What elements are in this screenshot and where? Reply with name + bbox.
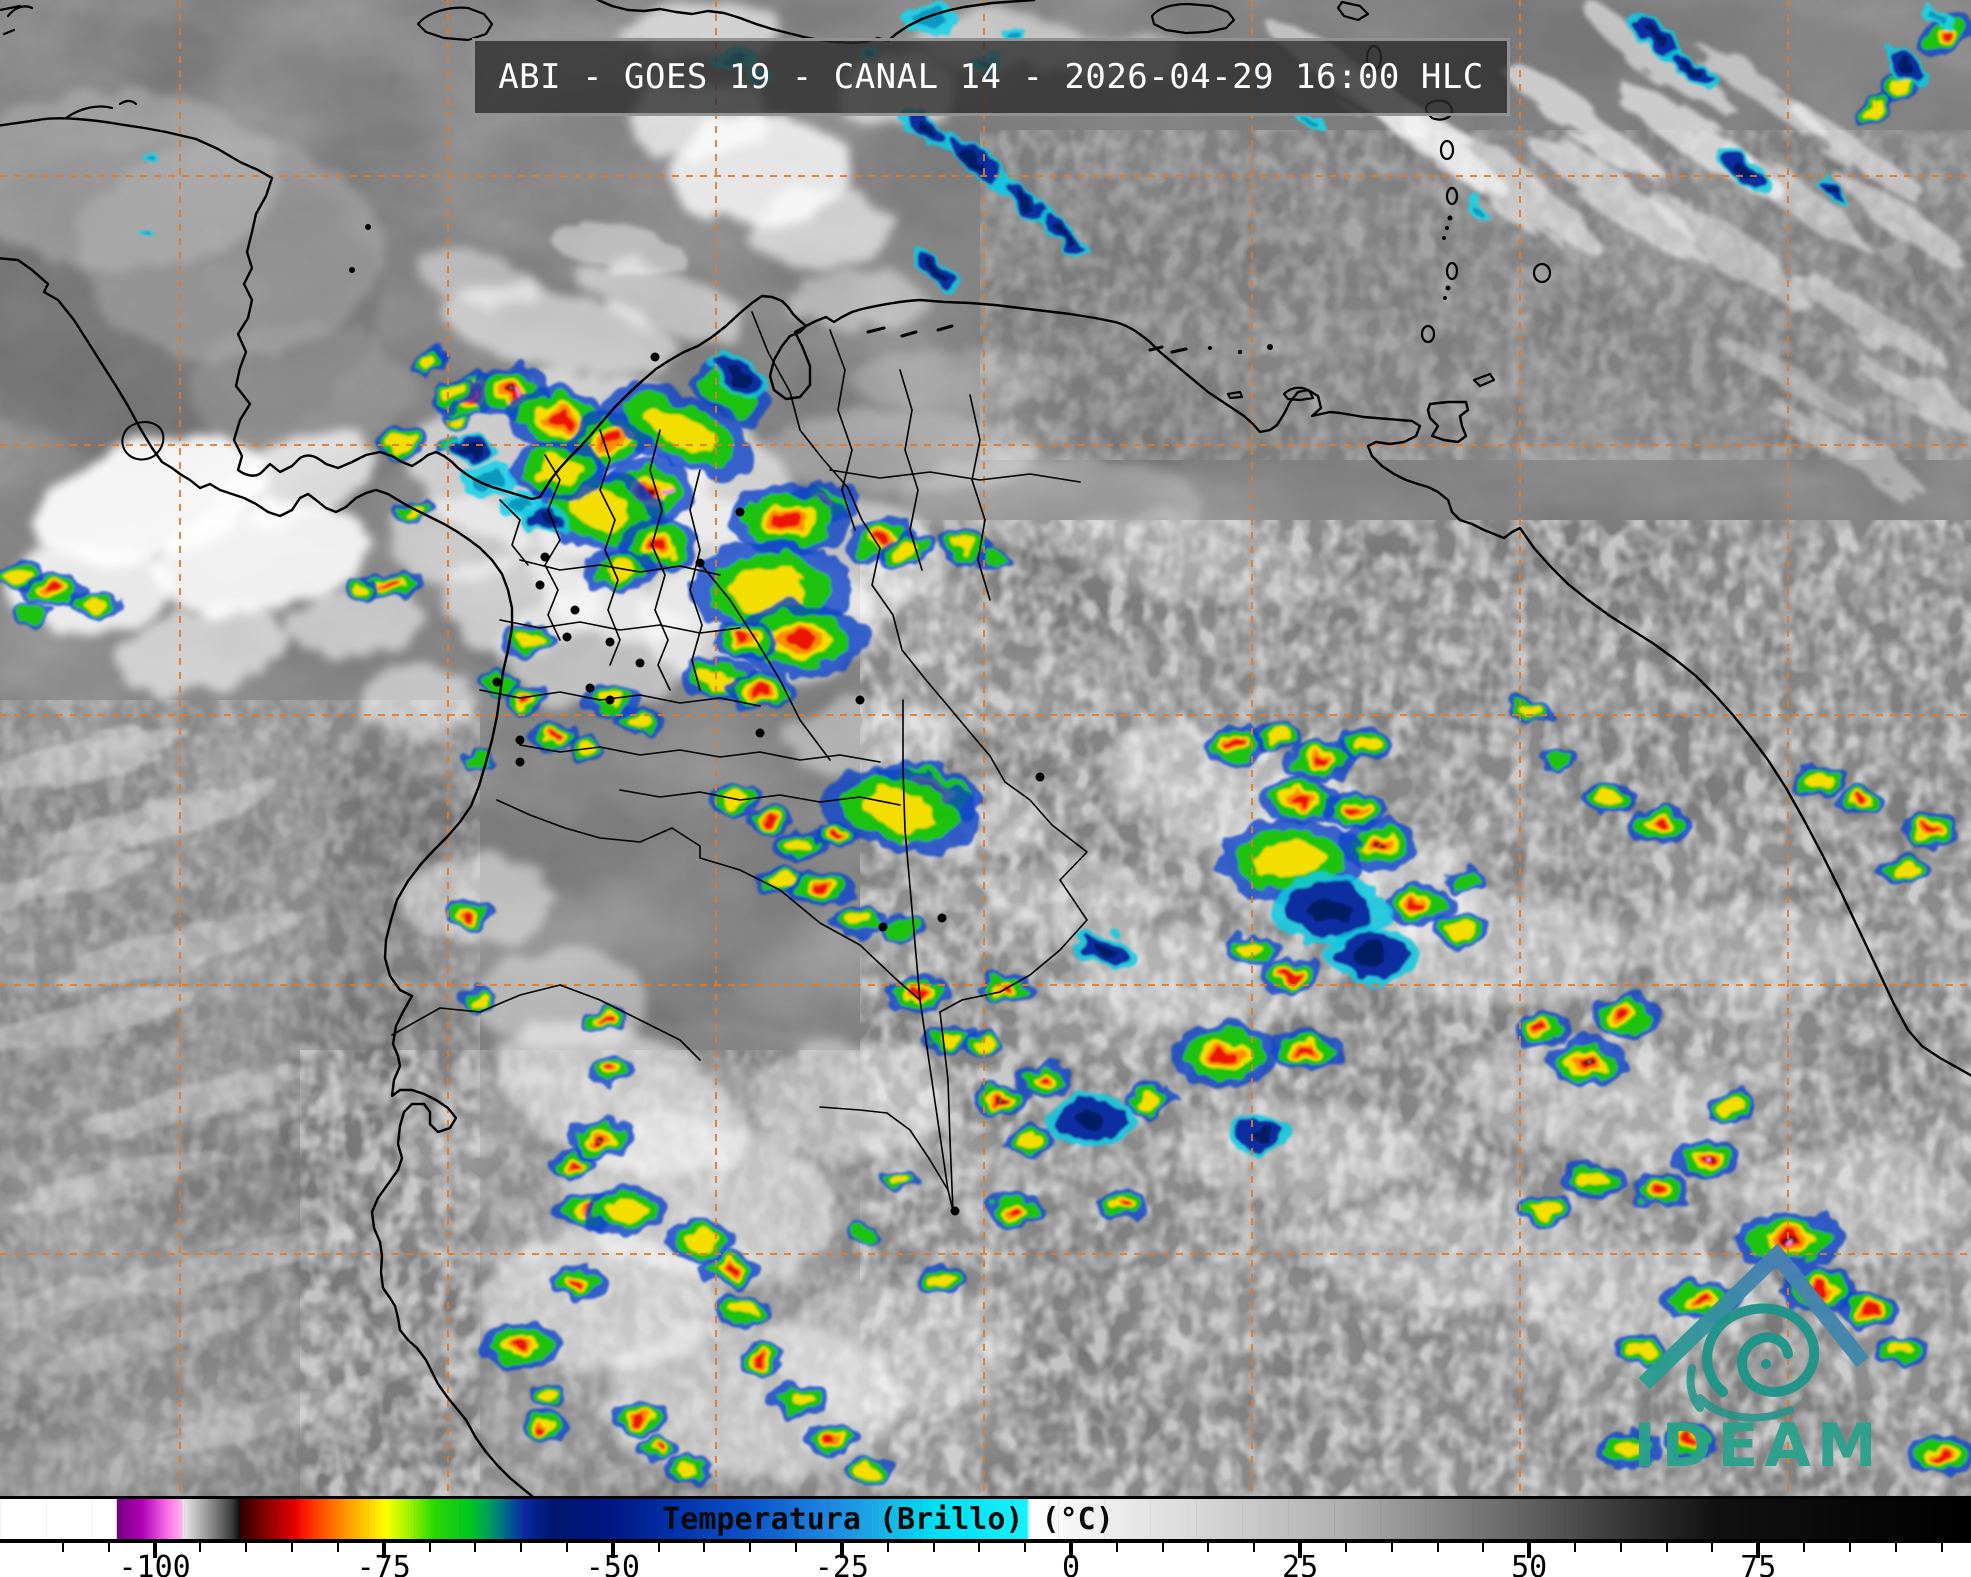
colorbar-minor-tick xyxy=(1207,1543,1210,1552)
colorbar-minor-tick xyxy=(978,1543,981,1552)
colorbar-minor-tick xyxy=(657,1543,660,1552)
colorbar-tick-label: -100 xyxy=(118,1550,191,1577)
colorbar: Temperatura (Brillo) (°C) -100 -75 -50 -25 0… xyxy=(0,1496,1971,1577)
title-bar: ABI - GOES 19 - CANAL 14 - 2026-04-29 16… xyxy=(472,38,1510,116)
colorbar-minor-tick xyxy=(474,1543,477,1552)
colorbar-major-tick xyxy=(381,1543,386,1558)
colorbar-minor-tick xyxy=(1619,1543,1622,1552)
colorbar-tick-label: 0 xyxy=(1061,1550,1081,1577)
logo-swirl-icon xyxy=(1702,1303,1820,1397)
colorbar-tick-label: -50 xyxy=(585,1550,640,1577)
colorbar-minor-tick xyxy=(1161,1543,1164,1552)
colorbar-major-tick xyxy=(1069,1543,1073,1558)
colorbar-minor-tick xyxy=(565,1543,568,1552)
colorbar-axis: -100 -75 -50 -25 0 25 50 75 xyxy=(0,1543,1971,1577)
political-borders xyxy=(391,311,1088,1216)
colorbar-gradient xyxy=(0,1496,1971,1543)
colorbar-minor-tick xyxy=(1482,1543,1485,1552)
colorbar-minor-tick xyxy=(107,1543,110,1552)
colorbar-major-tick xyxy=(839,1543,844,1558)
colorbar-minor-tick xyxy=(291,1543,294,1552)
colorbar-tick-label: 25 xyxy=(1282,1550,1319,1577)
colorbar-minor-tick xyxy=(1115,1543,1118,1552)
graticule xyxy=(0,0,1971,1496)
colorbar-minor-tick xyxy=(1940,1543,1943,1552)
colorbar-major-tick xyxy=(1756,1543,1761,1558)
colorbar-major-tick xyxy=(1527,1543,1532,1558)
satellite-map: IDEAM xyxy=(0,0,1971,1496)
colorbar-tick-label: 75 xyxy=(1740,1550,1777,1577)
colorbar-minor-tick xyxy=(1024,1543,1027,1552)
colorbar-minor-tick xyxy=(428,1543,431,1552)
colorbar-minor-tick xyxy=(703,1543,706,1552)
colorbar-minor-tick xyxy=(1253,1543,1256,1552)
colorbar-minor-tick xyxy=(1803,1543,1806,1552)
logo-text: IDEAM xyxy=(1633,1411,1882,1481)
colorbar-major-tick xyxy=(1298,1543,1303,1558)
colorbar-tick-label: -25 xyxy=(814,1550,869,1577)
colorbar-minor-tick xyxy=(795,1543,798,1552)
colorbar-minor-tick xyxy=(1894,1543,1897,1552)
colorbar-step-overlay xyxy=(0,1496,1971,1543)
colorbar-minor-tick xyxy=(1574,1543,1577,1552)
colorbar-minor-tick xyxy=(1848,1543,1851,1552)
colorbar-minor-tick xyxy=(1390,1543,1393,1552)
colorbar-minor-tick xyxy=(1436,1543,1439,1552)
colorbar-minor-tick xyxy=(336,1543,339,1552)
colorbar-minor-tick xyxy=(886,1543,889,1552)
colorbar-minor-tick xyxy=(245,1543,248,1552)
title-text: ABI - GOES 19 - CANAL 14 - 2026-04-29 16… xyxy=(498,57,1484,97)
colorbar-tick-label: 50 xyxy=(1511,1550,1548,1577)
colorbar-major-tick xyxy=(152,1543,157,1558)
colorbar-major-tick xyxy=(610,1543,615,1558)
colorbar-minor-tick xyxy=(1711,1543,1714,1552)
colorbar-minor-tick xyxy=(199,1543,202,1552)
colorbar-minor-tick xyxy=(1344,1543,1347,1552)
colorbar-tick-label: -75 xyxy=(356,1550,411,1577)
city-dots xyxy=(492,352,1045,1216)
colorbar-title: Temperatura (Brillo) (°C) xyxy=(662,1502,1114,1537)
colorbar-minor-tick xyxy=(61,1543,64,1552)
colorbar-minor-tick xyxy=(520,1543,523,1552)
colorbar-minor-tick xyxy=(932,1543,935,1552)
colorbar-minor-tick xyxy=(1665,1543,1668,1552)
colorbar-minor-tick xyxy=(749,1543,752,1552)
ideam-logo: IDEAM xyxy=(1633,1243,1882,1481)
logo-roof-icon xyxy=(1638,1243,1870,1390)
